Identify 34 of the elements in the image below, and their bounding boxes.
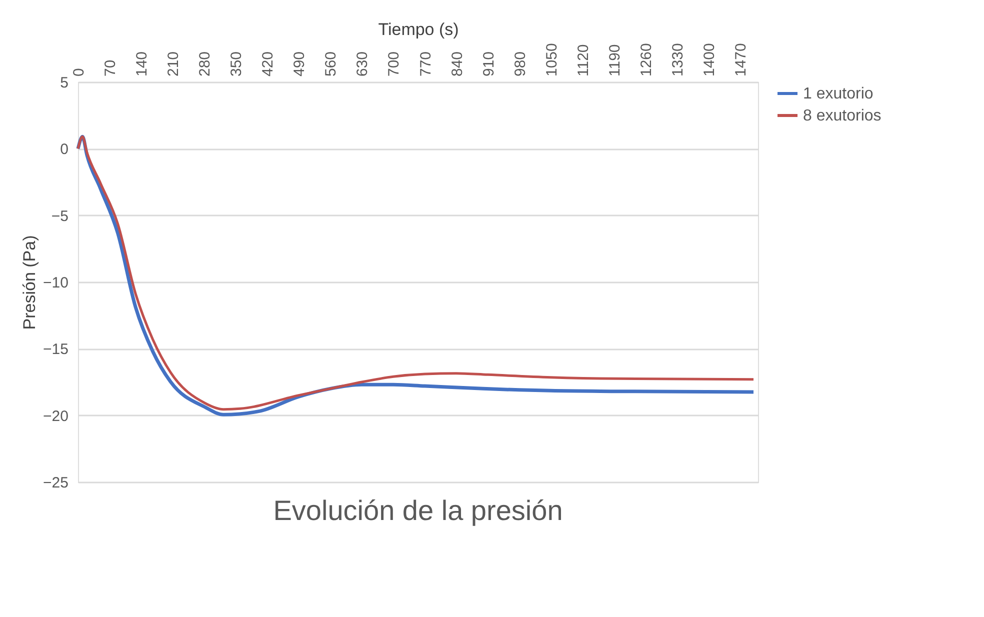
y-tick-label: −25 xyxy=(43,474,68,492)
x-tick-label: 0 xyxy=(70,68,88,76)
x-tick-label: 420 xyxy=(260,51,277,76)
x-tick-label: 910 xyxy=(480,51,498,76)
x-tick-label: 210 xyxy=(165,51,182,76)
x-tick-label: 1190 xyxy=(606,44,624,76)
x-tick-label: 140 xyxy=(134,51,151,76)
x-tick-label: 770 xyxy=(417,51,434,76)
x-tick-label: 1260 xyxy=(638,43,655,76)
x-tick-label: 490 xyxy=(291,51,308,76)
legend-label: 8 exutorios xyxy=(803,108,882,124)
x-tick-label: 630 xyxy=(354,51,372,76)
x-tick-label: 1120 xyxy=(574,44,592,76)
y-tick-label: −15 xyxy=(43,341,68,358)
x-tick-label: 840 xyxy=(448,51,466,76)
x-tick-label: 70 xyxy=(102,60,120,76)
x-axis-title: Tiempo (s) xyxy=(378,20,459,40)
y-tick-label: −10 xyxy=(43,274,68,292)
y-tick-label: 5 xyxy=(60,74,68,92)
y-tick-label: −20 xyxy=(43,408,68,425)
y-tick-label: −5 xyxy=(51,208,68,225)
x-tick-label: 560 xyxy=(322,51,340,76)
y-tick-label: 0 xyxy=(60,141,68,158)
x-tick-label: 280 xyxy=(196,51,214,76)
y-axis-title: Presión (Pa) xyxy=(20,235,40,330)
legend-label: 1 exutorio xyxy=(803,86,874,102)
x-tick-label: 1400 xyxy=(700,43,718,76)
text: Evolución de la presión xyxy=(273,495,563,526)
x-tick-label: 350 xyxy=(228,51,246,76)
x-tick-label: 1470 xyxy=(732,43,750,76)
x-tick-label: 1050 xyxy=(543,43,560,76)
x-tick-label: 1330 xyxy=(669,43,686,76)
x-tick-label: 700 xyxy=(386,51,403,76)
x-tick-label: 980 xyxy=(512,51,529,76)
